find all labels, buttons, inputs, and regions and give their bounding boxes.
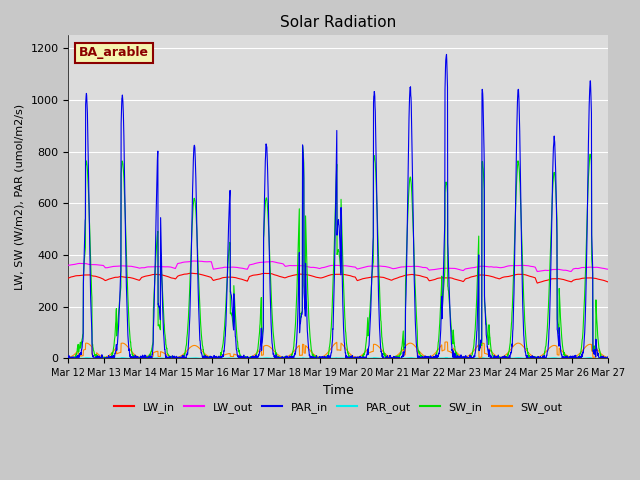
Line: PAR_in: PAR_in <box>68 54 608 358</box>
PAR_out <box>572 355 579 361</box>
LW_in <box>495 276 503 282</box>
PAR_in <box>572 355 579 361</box>
LW_out <box>215 265 223 271</box>
X-axis label: Time: Time <box>323 384 353 396</box>
LW_in <box>572 276 580 282</box>
PAR_in <box>443 51 451 57</box>
LW_out <box>365 264 373 269</box>
LW_in <box>188 270 196 276</box>
LW_out <box>572 265 580 271</box>
LW_out <box>495 264 503 270</box>
LW_out <box>604 266 612 272</box>
PAR_in <box>604 354 612 360</box>
SW_out <box>604 355 612 360</box>
SW_out <box>354 354 362 360</box>
LW_in <box>557 276 564 282</box>
LW_in <box>65 275 72 281</box>
SW_in <box>557 314 564 320</box>
Legend: LW_in, LW_out, PAR_in, PAR_out, SW_in, SW_out: LW_in, LW_out, PAR_in, PAR_out, SW_in, S… <box>109 397 567 417</box>
PAR_out <box>65 355 72 361</box>
SW_in <box>604 355 612 361</box>
Text: BA_arable: BA_arable <box>79 47 149 60</box>
Line: SW_out: SW_out <box>68 342 608 358</box>
LW_out <box>189 258 197 264</box>
PAR_out <box>365 355 373 361</box>
PAR_in <box>365 337 373 343</box>
LW_in <box>533 280 541 286</box>
SW_in <box>65 355 72 361</box>
LW_out <box>557 267 564 273</box>
SW_out <box>572 353 580 359</box>
PAR_in <box>65 355 72 361</box>
SW_in <box>495 355 503 361</box>
PAR_out <box>215 355 223 361</box>
SW_out <box>365 350 373 356</box>
SW_in <box>354 355 362 361</box>
LW_out <box>533 269 541 275</box>
LW_out <box>65 262 72 268</box>
Y-axis label: LW, SW (W/m2), PAR (umol/m2/s): LW, SW (W/m2), PAR (umol/m2/s) <box>15 104 25 290</box>
PAR_out <box>495 355 503 361</box>
Line: SW_in: SW_in <box>68 146 608 358</box>
SW_in <box>572 354 579 360</box>
PAR_out <box>557 355 564 361</box>
SW_in <box>299 143 307 149</box>
PAR_in <box>495 355 503 361</box>
PAR_out <box>354 355 362 361</box>
PAR_out <box>443 355 451 360</box>
SW_out <box>442 339 450 345</box>
LW_in <box>354 277 362 283</box>
Title: Solar Radiation: Solar Radiation <box>280 15 396 30</box>
SW_out <box>65 355 72 360</box>
PAR_in <box>354 355 362 361</box>
SW_out <box>557 347 564 353</box>
SW_in <box>365 313 373 319</box>
LW_in <box>604 279 612 285</box>
SW_in <box>215 354 223 360</box>
PAR_out <box>604 355 612 361</box>
PAR_in <box>215 353 223 359</box>
SW_out <box>495 354 503 360</box>
LW_out <box>354 266 362 272</box>
Line: LW_in: LW_in <box>68 273 608 283</box>
LW_in <box>215 276 223 282</box>
PAR_in <box>557 343 564 349</box>
SW_out <box>215 354 223 360</box>
SW_out <box>209 355 216 361</box>
LW_in <box>365 275 373 280</box>
Line: LW_out: LW_out <box>68 261 608 272</box>
